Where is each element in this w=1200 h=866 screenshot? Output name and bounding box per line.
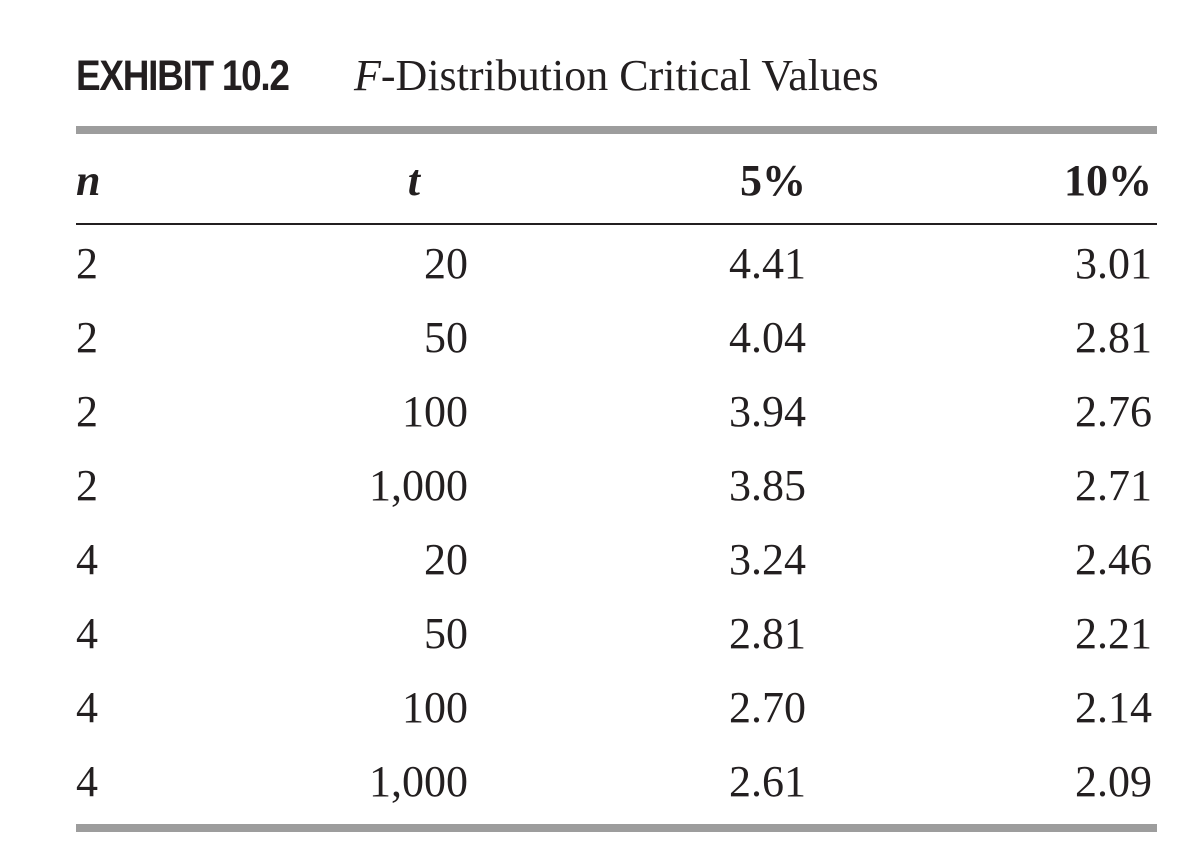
cell-t: 50 (424, 313, 468, 362)
cell-t: 20 (424, 239, 468, 288)
cell-n: 2 (76, 461, 98, 510)
cell-n: 4 (76, 683, 98, 732)
table-bottom-rule (76, 824, 1157, 832)
cell-10pct: 3.01 (1075, 239, 1152, 288)
cell-t: 50 (424, 609, 468, 658)
cell-t: 100 (402, 683, 468, 732)
cell-n: 2 (76, 239, 98, 288)
cell-10pct: 2.71 (1075, 461, 1152, 510)
cell-5pct: 3.24 (729, 535, 806, 584)
exhibit-title: F-Distribution Critical Values (354, 50, 879, 101)
cell-5pct: 3.85 (729, 461, 806, 510)
cell-10pct: 2.14 (1075, 683, 1152, 732)
cell-5pct: 2.61 (729, 757, 806, 806)
cell-10pct: 2.21 (1075, 609, 1152, 658)
cell-n: 4 (76, 609, 98, 658)
header-5pct: 5% (740, 156, 806, 205)
cell-5pct: 4.04 (729, 313, 806, 362)
cell-10pct: 2.46 (1075, 535, 1152, 584)
cell-t: 1,000 (369, 461, 468, 510)
cell-n: 2 (76, 387, 98, 436)
exhibit-title-italic: F (354, 51, 381, 100)
cell-5pct: 2.81 (729, 609, 806, 658)
cell-10pct: 2.81 (1075, 313, 1152, 362)
exhibit-title-rest: -Distribution Critical Values (380, 51, 879, 100)
cell-10pct: 2.76 (1075, 387, 1152, 436)
cell-n: 2 (76, 313, 98, 362)
cell-10pct: 2.09 (1075, 757, 1152, 806)
exhibit-caption: EXHIBIT 10.2 F-Distribution Critical Val… (76, 50, 879, 106)
cell-5pct: 3.94 (729, 387, 806, 436)
cell-n: 4 (76, 757, 98, 806)
table-top-rule (76, 126, 1157, 134)
cell-5pct: 4.41 (729, 239, 806, 288)
exhibit-label: EXHIBIT 10.2 (76, 52, 290, 100)
cell-t: 1,000 (369, 757, 468, 806)
header-10pct: 10% (1064, 156, 1152, 205)
cell-t: 100 (402, 387, 468, 436)
cell-n: 4 (76, 535, 98, 584)
header-t: t (407, 156, 420, 205)
header-n: n (76, 156, 101, 205)
header-rule (76, 223, 1157, 225)
cell-5pct: 2.70 (729, 683, 806, 732)
cell-t: 20 (424, 535, 468, 584)
